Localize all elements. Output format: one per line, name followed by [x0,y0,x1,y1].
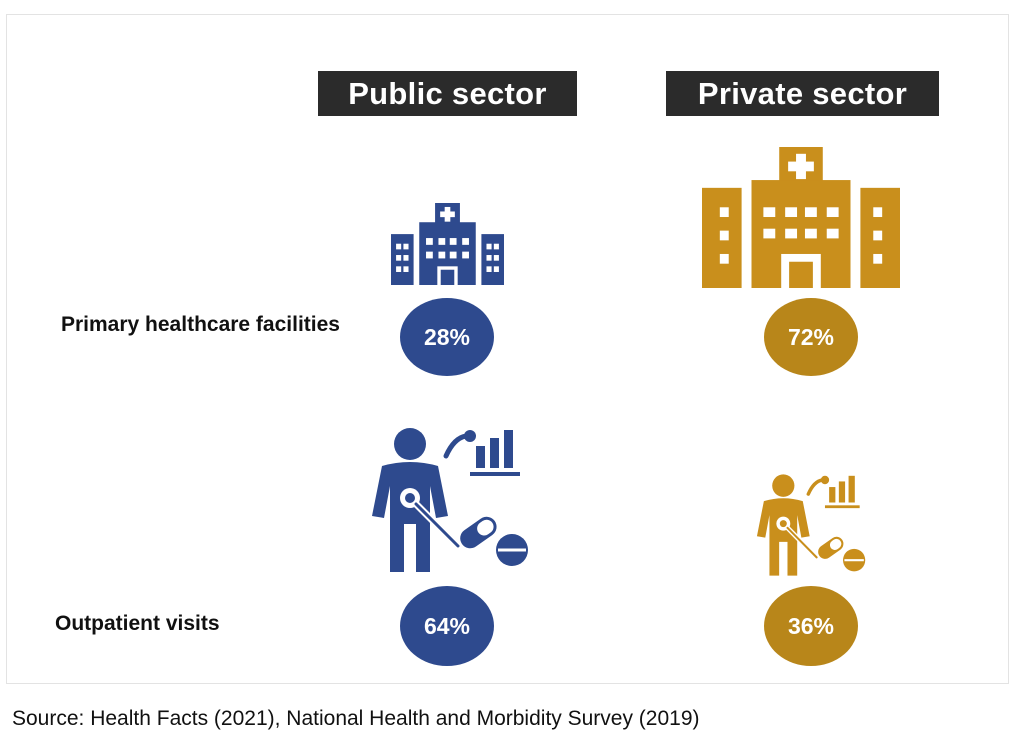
outpatient-private-percent-badge: 36% [764,586,858,666]
public-hospital-icon [391,203,504,285]
source-caption: Source: Health Facts (2021), National He… [12,707,700,730]
primary-private-percent-badge: 72% [764,298,858,376]
private-doctor-icon [756,474,866,576]
outpatient-public-percent-badge: 64% [400,586,494,666]
private-hospital-icon [702,147,900,288]
public-sector-header: Public sector [318,71,577,116]
primary-public-percent-badge: 28% [400,298,494,376]
outpatient-visits-label: Outpatient visits [55,612,220,635]
primary-healthcare-label: Primary healthcare facilities [61,313,340,336]
private-sector-header: Private sector [666,71,939,116]
public-doctor-icon [372,428,528,572]
